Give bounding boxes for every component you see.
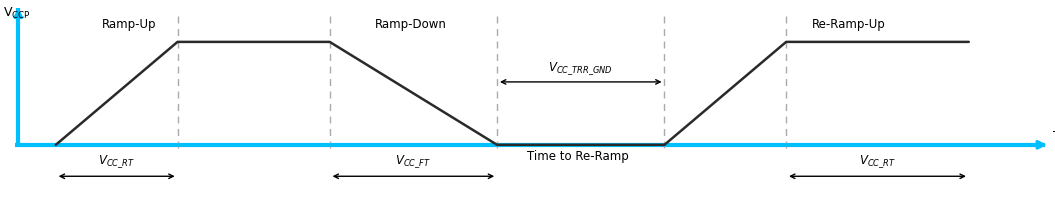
Text: $\mathregular{V_{CCP}}$: $\mathregular{V_{CCP}}$ (3, 6, 31, 21)
Text: $V_{CC\_RT}$: $V_{CC\_RT}$ (98, 153, 135, 169)
Text: $V_{CC\_TRR\_GND}$: $V_{CC\_TRR\_GND}$ (549, 60, 613, 77)
Text: $V_{CC\_RT}$: $V_{CC\_RT}$ (859, 153, 896, 169)
Text: Time to Re-Ramp: Time to Re-Ramp (528, 149, 629, 162)
Text: Ramp-Down: Ramp-Down (376, 18, 447, 31)
Text: Time: Time (1053, 129, 1055, 142)
Text: $V_{CC\_FT}$: $V_{CC\_FT}$ (396, 153, 431, 169)
Text: Re-Ramp-Up: Re-Ramp-Up (811, 18, 885, 31)
Text: Ramp-Up: Ramp-Up (101, 18, 156, 31)
